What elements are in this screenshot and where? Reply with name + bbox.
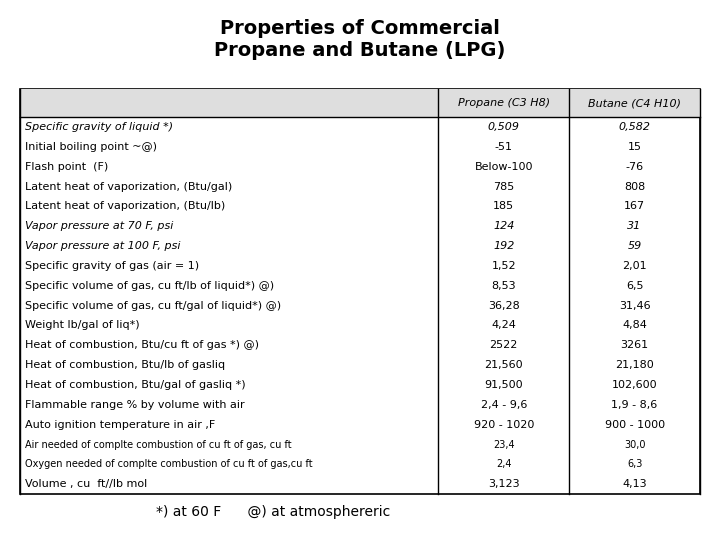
Text: Auto ignition temperature in air ,F: Auto ignition temperature in air ,F xyxy=(25,420,215,430)
Text: 192: 192 xyxy=(493,241,514,251)
Text: Oxygen needed of complte combustion of cu ft of gas,cu ft: Oxygen needed of complte combustion of c… xyxy=(25,460,312,469)
Text: Initial boiling point ~@): Initial boiling point ~@) xyxy=(25,142,157,152)
Bar xyxy=(20,89,700,494)
Text: 4,24: 4,24 xyxy=(491,320,516,330)
Text: Below-100: Below-100 xyxy=(474,162,533,172)
Text: Vapor pressure at 100 F, psi: Vapor pressure at 100 F, psi xyxy=(25,241,181,251)
Text: 36,28: 36,28 xyxy=(488,301,520,310)
Text: 2,4: 2,4 xyxy=(496,460,511,469)
Text: Weight lb/gal of liq*): Weight lb/gal of liq*) xyxy=(25,320,140,330)
Text: Latent heat of vaporization, (Btu/gal): Latent heat of vaporization, (Btu/gal) xyxy=(25,181,233,192)
Text: 31: 31 xyxy=(627,221,642,231)
Text: Specific gravity of gas (air = 1): Specific gravity of gas (air = 1) xyxy=(25,261,199,271)
Text: 1,52: 1,52 xyxy=(492,261,516,271)
Text: 31,46: 31,46 xyxy=(618,301,650,310)
Text: 23,4: 23,4 xyxy=(493,440,515,449)
Text: Specific volume of gas, cu ft/lb of liquid*) @): Specific volume of gas, cu ft/lb of liqu… xyxy=(25,281,274,291)
Text: 3261: 3261 xyxy=(621,340,649,350)
Text: 185: 185 xyxy=(493,201,514,212)
Text: Flash point  (F): Flash point (F) xyxy=(25,162,109,172)
Text: 167: 167 xyxy=(624,201,645,212)
Text: 59: 59 xyxy=(627,241,642,251)
Text: 2,4 - 9,6: 2,4 - 9,6 xyxy=(480,400,527,410)
Text: Propane (C3 H8): Propane (C3 H8) xyxy=(458,98,550,108)
Text: 3,123: 3,123 xyxy=(488,479,520,489)
Text: Specific volume of gas, cu ft/gal of liquid*) @): Specific volume of gas, cu ft/gal of liq… xyxy=(25,301,282,310)
Text: Heat of combustion, Btu/lb of gasliq: Heat of combustion, Btu/lb of gasliq xyxy=(25,360,225,370)
Text: 900 - 1000: 900 - 1000 xyxy=(605,420,665,430)
Text: 4,13: 4,13 xyxy=(622,479,647,489)
Text: 21,180: 21,180 xyxy=(615,360,654,370)
Text: Specific gravity of liquid *): Specific gravity of liquid *) xyxy=(25,122,174,132)
Text: 0,582: 0,582 xyxy=(618,122,651,132)
Text: Latent heat of vaporization, (Btu/lb): Latent heat of vaporization, (Btu/lb) xyxy=(25,201,225,212)
Text: -51: -51 xyxy=(495,142,513,152)
Text: 6,5: 6,5 xyxy=(626,281,644,291)
Text: 30,0: 30,0 xyxy=(624,440,645,449)
Text: Heat of combustion, Btu/gal of gasliq *): Heat of combustion, Btu/gal of gasliq *) xyxy=(25,380,246,390)
Bar xyxy=(20,89,700,117)
Text: 1,9 - 8,6: 1,9 - 8,6 xyxy=(611,400,657,410)
Text: 8,53: 8,53 xyxy=(492,281,516,291)
Text: 4,84: 4,84 xyxy=(622,320,647,330)
Text: 2522: 2522 xyxy=(490,340,518,350)
Text: Flammable range % by volume with air: Flammable range % by volume with air xyxy=(25,400,245,410)
Text: 91,500: 91,500 xyxy=(485,380,523,390)
Text: 2,01: 2,01 xyxy=(622,261,647,271)
Text: 785: 785 xyxy=(493,181,514,192)
Text: *) at 60 F      @) at atmosphereric: *) at 60 F @) at atmosphereric xyxy=(156,505,391,519)
Text: Vapor pressure at 70 F, psi: Vapor pressure at 70 F, psi xyxy=(25,221,174,231)
Text: 102,600: 102,600 xyxy=(612,380,657,390)
Text: 15: 15 xyxy=(628,142,642,152)
Text: Heat of combustion, Btu/cu ft of gas *) @): Heat of combustion, Btu/cu ft of gas *) … xyxy=(25,340,259,350)
Text: 0,509: 0,509 xyxy=(487,122,520,132)
Text: -76: -76 xyxy=(626,162,644,172)
Text: Volume , cu  ft//lb mol: Volume , cu ft//lb mol xyxy=(25,479,148,489)
Text: 124: 124 xyxy=(493,221,514,231)
Text: 21,560: 21,560 xyxy=(485,360,523,370)
Text: Air needed of complte combustion of cu ft of gas, cu ft: Air needed of complte combustion of cu f… xyxy=(25,440,292,449)
Text: 808: 808 xyxy=(624,181,645,192)
Text: Butane (C4 H10): Butane (C4 H10) xyxy=(588,98,681,108)
Text: Properties of Commercial
Propane and Butane (LPG): Properties of Commercial Propane and But… xyxy=(215,19,505,60)
Text: 6,3: 6,3 xyxy=(627,460,642,469)
Text: 920 - 1020: 920 - 1020 xyxy=(474,420,534,430)
